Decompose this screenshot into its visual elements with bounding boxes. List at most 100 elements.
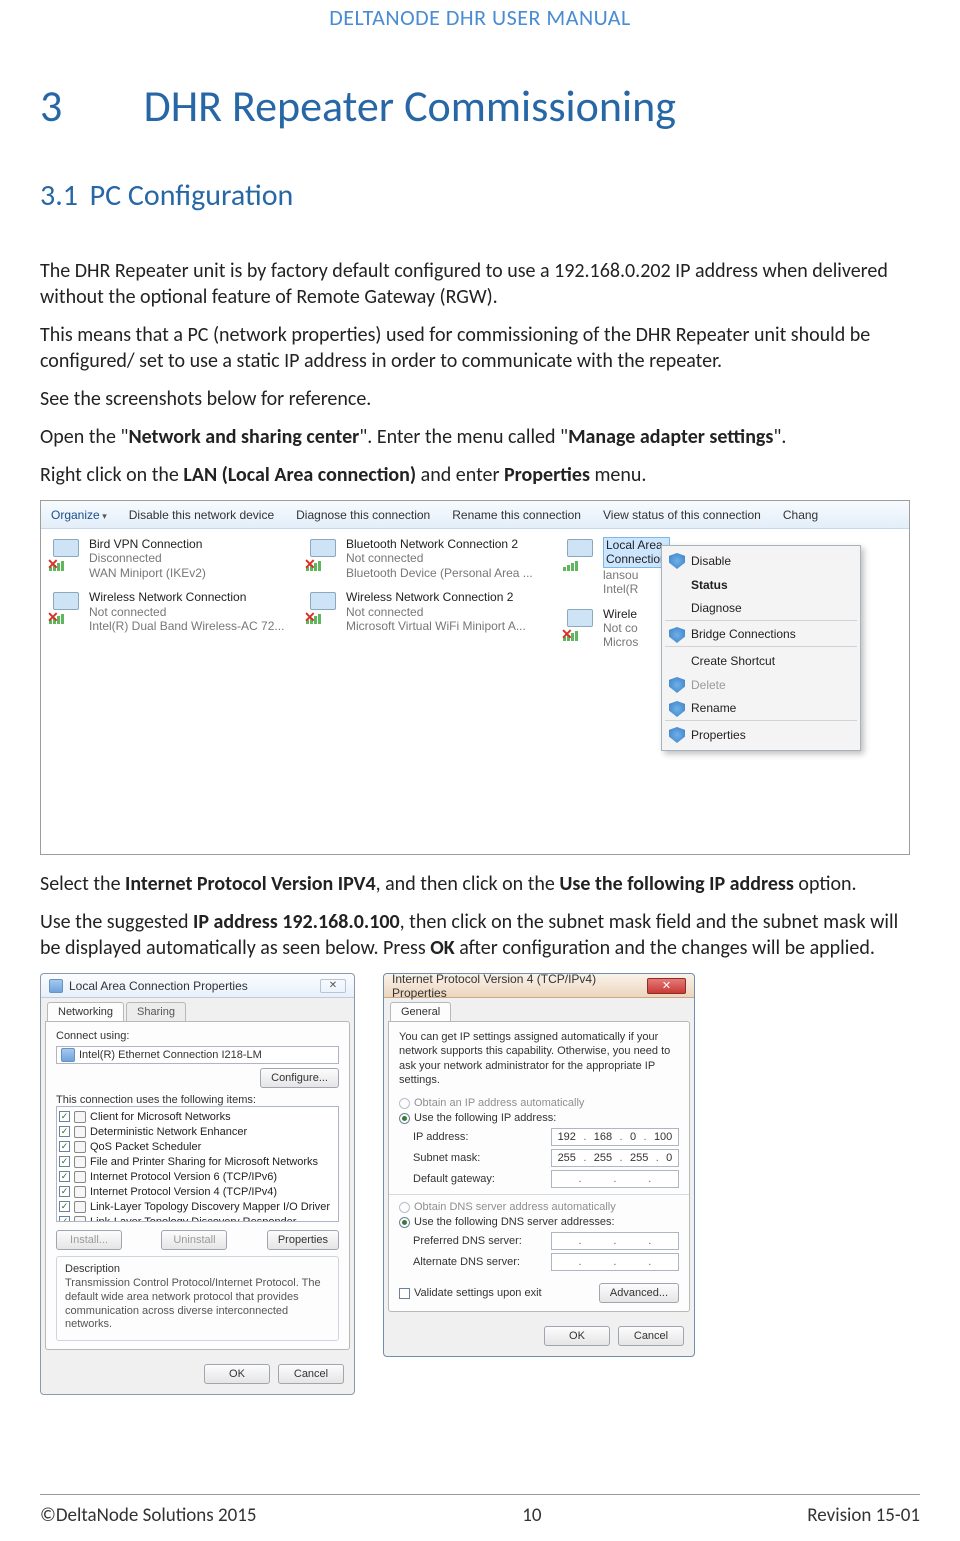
blurb-text: You can get IP settings assigned automat… xyxy=(399,1030,679,1087)
radio-label: Obtain DNS server address automatically xyxy=(414,1201,616,1213)
install-button[interactable]: Install... xyxy=(56,1230,122,1250)
radio-use-ip[interactable]: Use the following IP address: xyxy=(399,1112,679,1124)
advanced-button[interactable]: Advanced... xyxy=(599,1283,679,1303)
connection-item[interactable]: ✕Wireless Network ConnectionNot connecte… xyxy=(49,590,294,633)
validate-label: Validate settings upon exit xyxy=(414,1287,542,1299)
configure-button[interactable]: Configure... xyxy=(260,1068,339,1088)
radio-obtain-dns[interactable]: Obtain DNS server address automatically xyxy=(399,1201,679,1213)
radio-icon xyxy=(399,1098,410,1109)
component-icon xyxy=(74,1156,86,1168)
text-bold: OK xyxy=(430,936,454,960)
text-run: ". xyxy=(773,425,786,449)
connection-icon: ✕ xyxy=(306,590,340,624)
cancel-button[interactable]: Cancel xyxy=(618,1326,684,1346)
ok-button[interactable]: OK xyxy=(544,1326,610,1346)
explorer-toolbar: Organize Disable this network device Dia… xyxy=(41,501,909,529)
connection-item[interactable]: ✕Bird VPN ConnectionDisconnectedWAN Mini… xyxy=(49,537,294,580)
separator xyxy=(389,1194,689,1195)
footer-right: Revision 15-01 xyxy=(807,1504,920,1527)
context-menu-label: Properties xyxy=(691,728,746,742)
close-icon[interactable]: ✕ xyxy=(320,979,346,993)
context-menu-item[interactable]: Diagnose xyxy=(665,597,857,621)
radio-label: Obtain an IP address automatically xyxy=(414,1097,584,1109)
component-item[interactable]: ✓Internet Protocol Version 6 (TCP/IPv6) xyxy=(59,1169,336,1184)
disable-device-button[interactable]: Disable this network device xyxy=(129,508,274,522)
diagnose-button[interactable]: Diagnose this connection xyxy=(296,508,430,522)
component-item[interactable]: ✓QoS Packet Scheduler xyxy=(59,1139,336,1154)
uses-items-label: This connection uses the following items… xyxy=(56,1094,339,1106)
radio-obtain-ip[interactable]: Obtain an IP address automatically xyxy=(399,1097,679,1109)
subnet-mask-label: Subnet mask: xyxy=(413,1152,551,1164)
organize-button[interactable]: Organize xyxy=(51,508,107,522)
close-icon[interactable]: ✕ xyxy=(647,978,686,994)
components-listbox[interactable]: ✓Client for Microsoft Networks✓Determini… xyxy=(56,1106,339,1222)
context-menu-item[interactable]: Bridge Connections xyxy=(665,623,857,647)
alternate-dns-row: Alternate DNS server: . . . xyxy=(413,1253,679,1271)
connection-text: Wireless Network ConnectionNot connected… xyxy=(89,590,284,633)
body-paragraph: The DHR Repeater unit is by factory defa… xyxy=(40,258,920,310)
alternate-dns-input[interactable]: . . . xyxy=(551,1253,679,1271)
change-button[interactable]: Chang xyxy=(783,508,818,522)
text-bold: Use the following IP address xyxy=(559,872,794,896)
gateway-input[interactable]: . . . xyxy=(551,1170,679,1188)
body-paragraph: See the screenshots below for reference. xyxy=(40,386,920,412)
connection-item[interactable]: ✕WireleNot coMicros xyxy=(563,607,653,650)
view-status-button[interactable]: View status of this connection xyxy=(603,508,761,522)
context-menu-item[interactable]: Properties xyxy=(665,723,857,747)
component-item[interactable]: ✓Deterministic Network Enhancer xyxy=(59,1124,336,1139)
connection-icon: ✕ xyxy=(306,537,340,571)
description-group: Description Transmission Control Protoco… xyxy=(56,1256,339,1341)
context-menu-item[interactable]: Create Shortcut xyxy=(665,649,857,673)
shield-icon xyxy=(669,727,685,743)
checkbox-icon: ✓ xyxy=(59,1111,70,1122)
preferred-dns-label: Preferred DNS server: xyxy=(413,1235,551,1247)
lan-properties-dialog: Local Area Connection Properties ✕ Netwo… xyxy=(40,973,355,1395)
subnet-mask-input[interactable]: 255.255.255.0 xyxy=(551,1149,679,1167)
connection-item[interactable]: ✕Wireless Network Connection 2Not connec… xyxy=(306,590,551,633)
connection-item[interactable]: Local Area ConnectionlansouIntel(R xyxy=(563,537,653,597)
radio-icon xyxy=(399,1202,410,1213)
ok-button[interactable]: OK xyxy=(204,1364,270,1384)
component-icon xyxy=(74,1171,86,1183)
radio-use-dns[interactable]: Use the following DNS server addresses: xyxy=(399,1216,679,1228)
uninstall-button[interactable]: Uninstall xyxy=(161,1230,227,1250)
component-item[interactable]: ✓Internet Protocol Version 4 (TCP/IPv4) xyxy=(59,1184,336,1199)
text-run: Right click on the xyxy=(40,463,183,487)
connection-item[interactable]: ✕Bluetooth Network Connection 2Not conne… xyxy=(306,537,551,580)
context-menu-label: Rename xyxy=(691,701,736,715)
page-footer: ©DeltaNode Solutions 2015 10 Revision 15… xyxy=(40,1504,920,1527)
component-label: Internet Protocol Version 6 (TCP/IPv6) xyxy=(90,1171,277,1183)
connection-text: Bird VPN ConnectionDisconnectedWAN Minip… xyxy=(89,537,206,580)
preferred-dns-row: Preferred DNS server: . . . xyxy=(413,1232,679,1250)
validate-checkbox[interactable]: Validate settings upon exit xyxy=(399,1287,542,1299)
dialog-title: Local Area Connection Properties xyxy=(69,979,248,993)
component-item[interactable]: ✓Client for Microsoft Networks xyxy=(59,1109,336,1124)
tab-sharing[interactable]: Sharing xyxy=(126,1002,186,1021)
checkbox-icon: ✓ xyxy=(59,1216,70,1222)
cancel-button[interactable]: Cancel xyxy=(278,1364,344,1384)
text-bold: Internet Protocol Version IPV4 xyxy=(125,872,376,896)
component-item[interactable]: ✓Link-Layer Topology Discovery Responder xyxy=(59,1214,336,1222)
context-menu-label: Disable xyxy=(691,554,731,568)
context-menu-item[interactable]: Status xyxy=(665,573,857,597)
nic-field[interactable]: Intel(R) Ethernet Connection I218-LM xyxy=(56,1046,339,1064)
radio-icon xyxy=(399,1217,410,1228)
footer-left: ©DeltaNode Solutions 2015 xyxy=(40,1504,257,1527)
body-paragraph: Right click on the LAN (Local Area conne… xyxy=(40,462,920,488)
tab-networking[interactable]: Networking xyxy=(47,1002,124,1021)
component-item[interactable]: ✓File and Printer Sharing for Microsoft … xyxy=(59,1154,336,1169)
component-item[interactable]: ✓Link-Layer Topology Discovery Mapper I/… xyxy=(59,1199,336,1214)
tab-strip: General xyxy=(384,998,694,1021)
context-menu-item[interactable]: Disable xyxy=(665,549,857,573)
preferred-dns-input[interactable]: . . . xyxy=(551,1232,679,1250)
properties-button[interactable]: Properties xyxy=(267,1230,339,1250)
ip-address-input[interactable]: 192.168.0.100 xyxy=(551,1128,679,1146)
connection-text: Local Area ConnectionlansouIntel(R xyxy=(603,537,670,597)
section-title: PC Configuration xyxy=(90,177,294,214)
footer-center: 10 xyxy=(522,1504,541,1527)
connection-icon: ✕ xyxy=(563,607,597,641)
tab-general[interactable]: General xyxy=(390,1002,451,1021)
rename-button[interactable]: Rename this connection xyxy=(452,508,581,522)
ip-address-label: IP address: xyxy=(413,1131,551,1143)
context-menu-item[interactable]: Rename xyxy=(665,697,857,721)
